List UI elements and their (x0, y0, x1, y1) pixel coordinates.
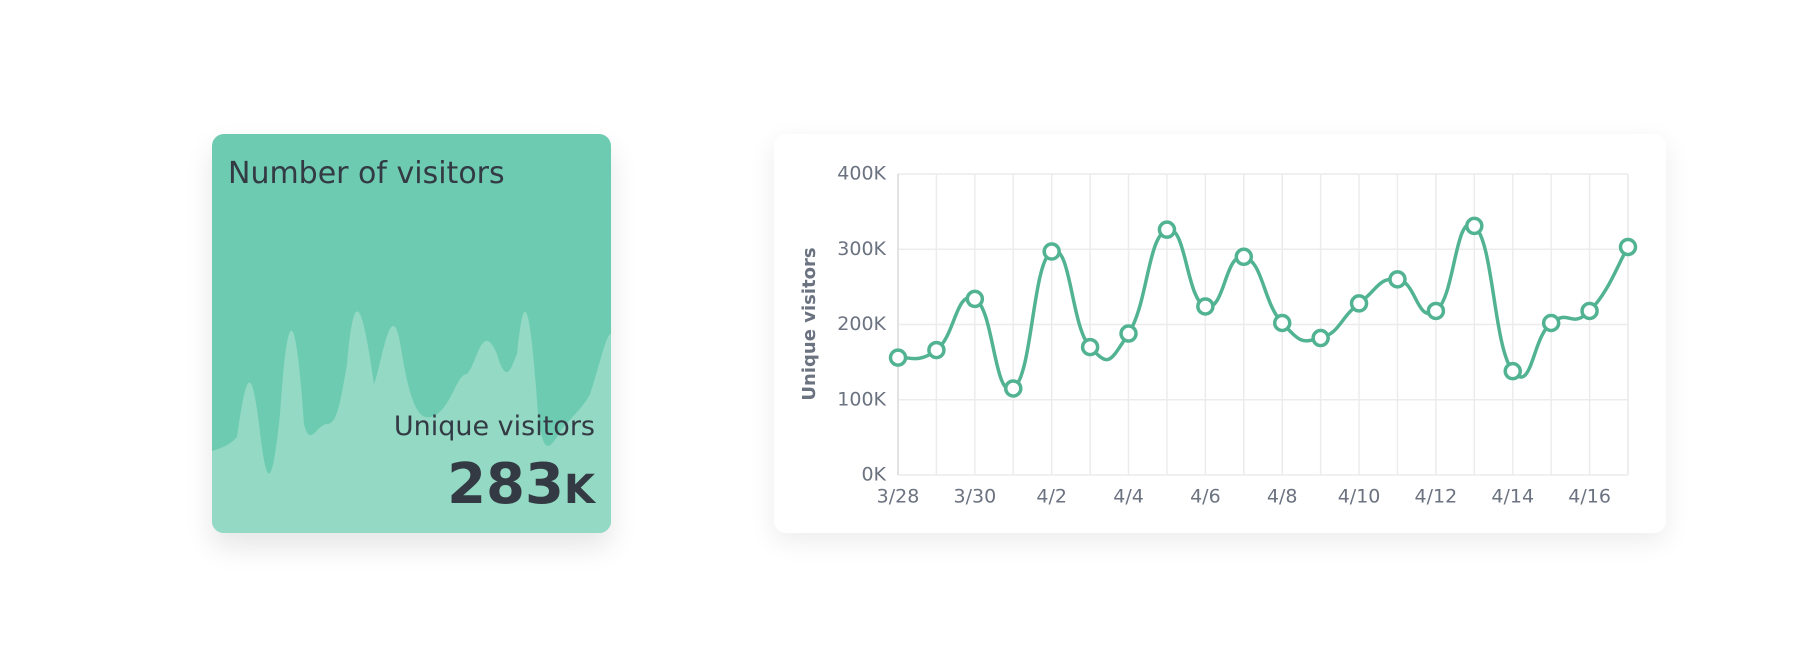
point (1465, 216, 1484, 236)
point (1618, 237, 1638, 257)
point (1311, 328, 1330, 348)
point (1119, 324, 1138, 343)
point (1042, 242, 1061, 261)
chart-card: Unique visitors 3/28 3/30 4/2 4/4 4/6 4/8 4/10… (774, 134, 1666, 533)
point (965, 289, 985, 309)
x-tick-label: 4/16 (1568, 486, 1611, 508)
card-title: Number of visitors (228, 156, 505, 191)
sparkline-bg (212, 311, 611, 533)
y-tick-label: 200K (837, 313, 886, 335)
point (1272, 313, 1292, 333)
y-axis-label: Unique visitors (799, 247, 820, 400)
point (1080, 337, 1100, 357)
kpi-number: 283 (447, 452, 564, 517)
kpi-card: Number of visitors Unique visitors 283K (212, 134, 611, 533)
kpi-label: Unique visitors (393, 411, 595, 442)
point (888, 348, 908, 367)
chart: Unique visitors 3/28 3/30 4/2 4/4 4/6 4/8 4/10… (799, 163, 1638, 508)
kpi-value: 283K (447, 452, 595, 517)
point (1541, 313, 1561, 333)
point (1157, 220, 1177, 239)
y-tick-label: 400K (837, 163, 886, 185)
x-tick-label: 4/14 (1491, 486, 1534, 508)
point (1349, 294, 1369, 313)
x-tick-label: 4/4 (1113, 486, 1144, 508)
point (1426, 301, 1446, 321)
point (1234, 247, 1254, 267)
point (1503, 361, 1522, 381)
point (1580, 301, 1599, 321)
x-tick-label: 3/28 (877, 486, 920, 508)
x-tick-label: 4/2 (1036, 486, 1067, 508)
point (1004, 379, 1023, 398)
point (927, 340, 946, 360)
point (1388, 270, 1407, 289)
x-tick-label: 4/10 (1338, 486, 1381, 508)
x-tick-label: 3/30 (954, 486, 997, 508)
x-tick-label: 4/8 (1267, 486, 1298, 508)
kpi-suffix: K (564, 467, 595, 513)
x-tick-label: 4/6 (1190, 486, 1221, 508)
y-tick-label: 0K (861, 464, 886, 486)
sparkline-area (212, 311, 611, 533)
y-tick-label: 100K (837, 388, 886, 410)
x-tick-label: 4/12 (1415, 486, 1458, 508)
y-tick-label: 300K (837, 238, 886, 260)
point (1196, 297, 1215, 316)
